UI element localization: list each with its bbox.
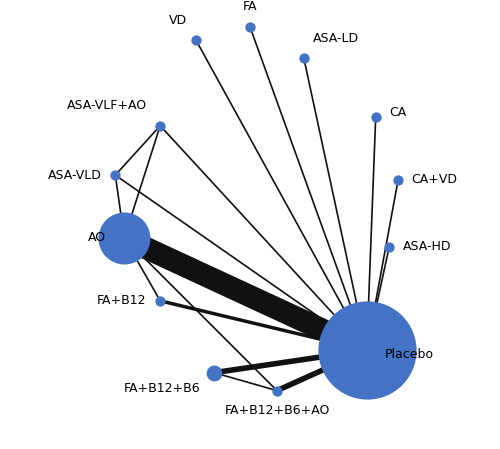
Point	[156, 122, 164, 129]
Point	[120, 234, 128, 242]
Point	[300, 55, 308, 62]
Text: AO: AO	[88, 232, 106, 244]
Text: ASA-VLD: ASA-VLD	[48, 169, 102, 181]
Point	[112, 172, 120, 179]
Text: FA+B12+B6: FA+B12+B6	[124, 382, 200, 395]
Text: FA+B12: FA+B12	[97, 295, 146, 307]
Point	[246, 23, 254, 31]
Text: CA+VD: CA+VD	[412, 173, 458, 186]
Text: CA: CA	[389, 106, 406, 119]
Point	[192, 37, 200, 44]
Point	[385, 243, 393, 251]
Point	[394, 176, 402, 183]
Text: FA: FA	[243, 0, 257, 13]
Point	[372, 113, 380, 120]
Text: Placebo: Placebo	[384, 348, 434, 361]
Point	[156, 297, 164, 304]
Text: ASA-VLF+AO: ASA-VLF+AO	[66, 99, 146, 112]
Text: FA+B12+B6+AO: FA+B12+B6+AO	[224, 404, 330, 417]
Text: ASA-LD: ASA-LD	[313, 32, 359, 45]
Point	[362, 347, 370, 354]
Text: ASA-HD: ASA-HD	[402, 241, 451, 253]
Point	[210, 369, 218, 376]
Point	[273, 387, 281, 394]
Text: VD: VD	[169, 14, 187, 27]
